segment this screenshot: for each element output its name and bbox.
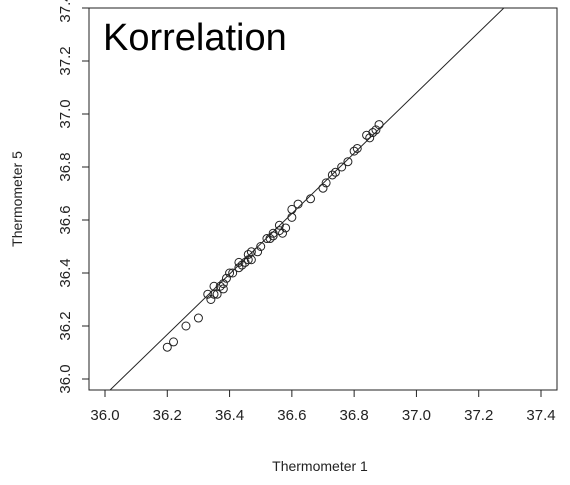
y-tick-label: 36.6 [57,205,74,234]
data-point [253,247,263,257]
data-point [337,162,347,172]
data-point [281,223,291,233]
y-tick-label: 37.4 [57,0,74,23]
data-point [327,170,337,180]
x-tick-label: 36.0 [90,407,119,424]
x-tick-label: 37.2 [464,407,493,424]
data-point [237,260,247,270]
data-point [162,342,172,352]
data-point [374,120,384,130]
x-tick-label: 37.4 [526,407,555,424]
data-point [349,146,359,156]
data-point [212,289,222,299]
data-point [343,157,353,167]
y-axis: 36.0 36.2 36.4 36.6 36.8 37.0 37.2 37.4 [57,0,89,394]
data-point [368,128,378,138]
x-tick-label: 36.2 [153,407,182,424]
x-tick-label: 37.0 [402,407,431,424]
y-axis-label: Thermometer 5 [9,151,25,247]
data-point [306,194,316,204]
y-tick-label: 36.0 [57,364,74,393]
data-point [278,228,288,238]
data-point [209,289,219,299]
data-point [234,263,244,273]
data-point [256,242,266,251]
data-point [262,234,272,244]
data-point [203,289,213,299]
x-axis: 36.0 36.2 36.4 36.6 36.8 37.0 37.2 37.4 [90,390,556,424]
data-point [321,178,331,188]
y-tick-label: 37.2 [57,46,74,75]
data-point [371,125,381,135]
data-point [268,228,278,238]
data-point [330,167,340,177]
data-point [287,212,297,222]
data-point [228,268,238,278]
data-point [243,249,253,259]
x-tick-label: 36.6 [277,407,306,424]
data-point [240,257,250,267]
data-point [181,321,191,331]
data-point [169,337,179,347]
data-point [246,247,256,257]
data-point [265,234,275,244]
x-tick-label: 36.8 [340,407,369,424]
data-point [206,295,216,304]
data-point [221,273,231,283]
data-point [293,199,303,209]
data-point [218,279,228,289]
y-tick-label: 37.0 [57,99,74,128]
reference-line-group [109,8,505,390]
data-point [225,268,235,278]
data-point [274,220,284,230]
data-point [215,281,225,291]
x-tick-label: 36.4 [215,407,244,424]
plot-frame [88,7,558,391]
data-point [287,204,297,214]
data-point [362,130,372,140]
x-axis-label: Thermometer 1 [272,458,368,474]
data-points [162,120,384,352]
chart-title: Korrelation [103,17,287,59]
data-point [243,255,253,265]
data-point [193,313,203,323]
data-point [352,143,362,153]
y-tick-label: 36.8 [57,152,74,181]
data-point [268,231,278,241]
reference-line [109,8,505,390]
data-point [218,284,228,294]
data-point [274,226,284,236]
y-tick-label: 36.4 [57,258,74,287]
y-tick-label: 36.2 [57,311,74,340]
data-point [318,183,328,193]
data-point [365,133,375,143]
data-point [234,257,244,267]
